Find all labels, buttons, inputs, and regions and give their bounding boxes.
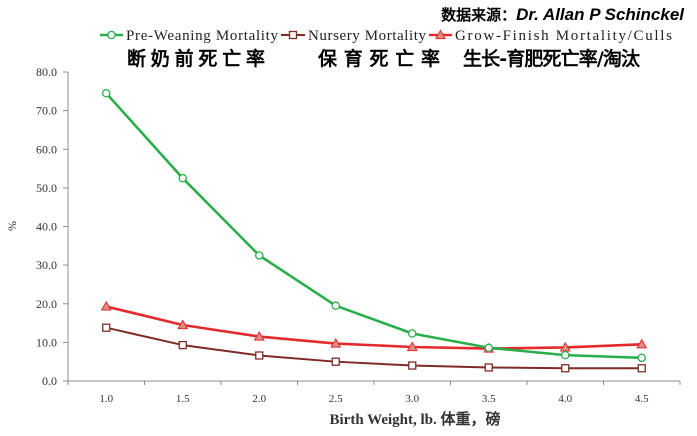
legend-swatch-pre-weaning [100,30,123,40]
y-tick-label: 80.0 [36,65,57,79]
plot-area [100,88,648,373]
legend-label-pre-weaning: Pre-Weaning Mortality [126,28,279,44]
data-point-pre-weaning [484,343,493,353]
legend-item-pre-weaning: Pre-Weaning Mortality [100,28,279,44]
data-point-nursery [637,364,646,373]
data-point-pre-weaning [102,88,111,98]
y-tick-label: 50.0 [36,181,57,195]
x-tick-label: 3.5 [482,393,496,405]
x-axis-title: Birth Weight, lb. 体重，磅 [330,410,501,428]
data-point-pre-weaning [407,329,417,338]
data-source-note: 数据来源：Dr. Allan P Schinckel [441,5,685,24]
legend: Pre-Weaning Mortality Nursery Mortality … [100,28,672,44]
x-tick-label: 4.0 [558,393,572,405]
data-point-grow-finish [330,337,342,348]
data-point-nursery [561,364,570,373]
x-tick-label: 2.5 [329,393,343,405]
legend-label-grow-finish: Grow-Finish Mortality/Culls [455,28,672,44]
data-point-nursery [178,340,187,350]
cn-label-nursery: 保育死亡率 [317,47,440,70]
legend-item-grow-finish: Grow-Finish Mortality/Culls [429,28,672,44]
x-tick-label: 1.5 [176,393,190,405]
x-tick-label: 2.0 [252,393,266,405]
data-point-nursery [102,323,111,332]
y-tick-label: 10.0 [36,335,57,349]
data-point-pre-weaning [178,173,187,183]
x-tick-label: 1.0 [99,393,113,405]
axes: 0.0 10.0 20.0 30.0 40.0 50.0 60.0 70.0 80.0 1.0 1.… [36,65,681,405]
y-tick-label: 60.0 [36,142,57,156]
data-point-grow-finish [100,300,112,311]
x-tick-label: 4.5 [635,393,649,405]
series-line-grow-finish [104,305,644,350]
data-point-pre-weaning [637,353,647,363]
data-point-nursery [484,363,493,372]
cn-label-grow-finish: 生长-育肥死亡率/淘汰 [463,47,641,70]
series-line-pre-weaning [104,91,644,360]
y-tick-label: 0.0 [42,374,57,388]
x-tick-label: 3.0 [405,393,419,405]
data-point-grow-finish [636,338,648,349]
y-tick-label: 70.0 [36,104,57,118]
legend-marker-grow-finish [435,29,446,40]
y-tick-label: 20.0 [36,297,57,311]
legend-swatch-nursery [281,30,305,40]
source-author: Dr. Allan P Schinckel [516,5,685,24]
data-point-grow-finish [177,319,189,330]
series-chinese-labels: 断奶前死亡率 保育死亡率 生长-育肥死亡率/淘汰 [127,47,641,70]
series-pre-weaning [102,88,647,363]
source-label: 数据来源： [441,6,516,24]
data-point-pre-weaning [331,301,340,310]
data-point-grow-finish [253,330,265,341]
legend-item-nursery: Nursery Mortality [281,28,427,44]
data-point-nursery [408,361,417,370]
y-axis-title: % [5,221,19,231]
y-tick-label: 30.0 [36,258,57,272]
legend-marker-nursery [288,30,298,40]
legend-label-nursery: Nursery Mortality [308,28,427,44]
legend-swatch-grow-finish [429,29,452,40]
data-point-pre-weaning [254,251,264,260]
series-grow-finish [100,300,648,353]
legend-marker-pre-weaning [107,30,116,40]
data-point-grow-finish [406,341,418,352]
y-tick-label: 40.0 [36,220,57,234]
data-point-nursery [331,357,340,366]
data-point-pre-weaning [561,350,570,360]
series-line-nursery [105,326,643,370]
series-nursery [102,323,646,373]
data-point-nursery [255,351,264,360]
